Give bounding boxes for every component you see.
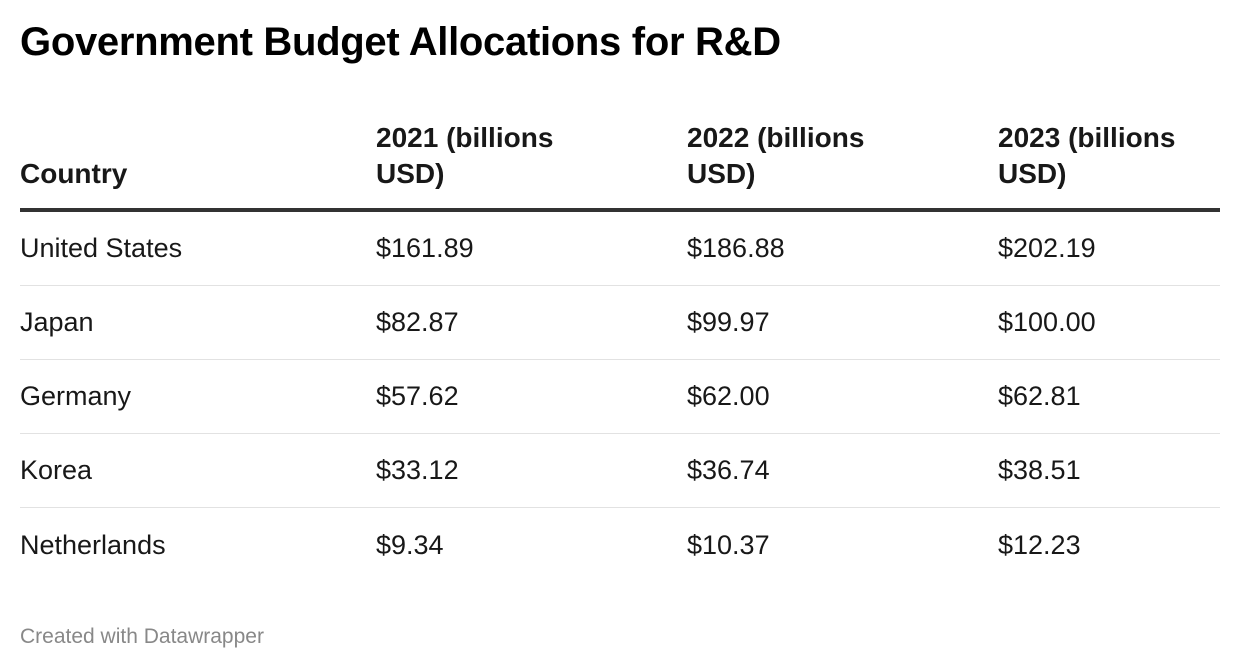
chart-title: Government Budget Allocations for R&D — [20, 20, 781, 64]
cell-2022: $186.88 — [687, 233, 785, 263]
cell-2023: $202.19 — [998, 233, 1096, 263]
header-2023: 2023 (billions USD) — [998, 122, 1176, 189]
cell-2021: $57.62 — [376, 381, 459, 411]
header-2022: 2022 (billions USD) — [687, 122, 865, 189]
table-row: United States $161.89 $186.88 $202.19 — [20, 212, 1220, 286]
table-row: Japan $82.87 $99.97 $100.00 — [20, 286, 1220, 360]
cell-2023: $100.00 — [998, 307, 1096, 337]
cell-2021: $161.89 — [376, 233, 474, 263]
cell-2021: $33.12 — [376, 455, 459, 485]
header-country: Country — [20, 158, 128, 189]
cell-country: Japan — [20, 307, 94, 337]
cell-2021: $9.34 — [376, 529, 444, 560]
cell-country: Netherlands — [20, 529, 166, 560]
cell-2023: $12.23 — [998, 529, 1081, 560]
data-table: Country 2021 (billions USD) 2022 (billio… — [20, 122, 1220, 582]
header-2021: 2021 (billions USD) — [376, 122, 554, 189]
table-header-row: Country 2021 (billions USD) 2022 (billio… — [20, 122, 1220, 212]
datawrapper-credit: Created with Datawrapper — [20, 625, 264, 648]
cell-2022: $99.97 — [687, 307, 770, 337]
table-row: Netherlands $9.34 $10.37 $12.23 — [20, 508, 1220, 582]
cell-2023: $38.51 — [998, 455, 1081, 485]
cell-country: Korea — [20, 455, 93, 485]
cell-2022: $36.74 — [687, 455, 770, 485]
table-row: Korea $33.12 $36.74 $38.51 — [20, 434, 1220, 508]
cell-country: Germany — [20, 381, 132, 411]
table-row: Germany $57.62 $62.00 $62.81 — [20, 360, 1220, 434]
cell-2022: $10.37 — [687, 529, 770, 560]
cell-2023: $62.81 — [998, 381, 1081, 411]
cell-country: United States — [20, 233, 183, 263]
cell-2022: $62.00 — [687, 381, 770, 411]
cell-2021: $82.87 — [376, 307, 459, 337]
